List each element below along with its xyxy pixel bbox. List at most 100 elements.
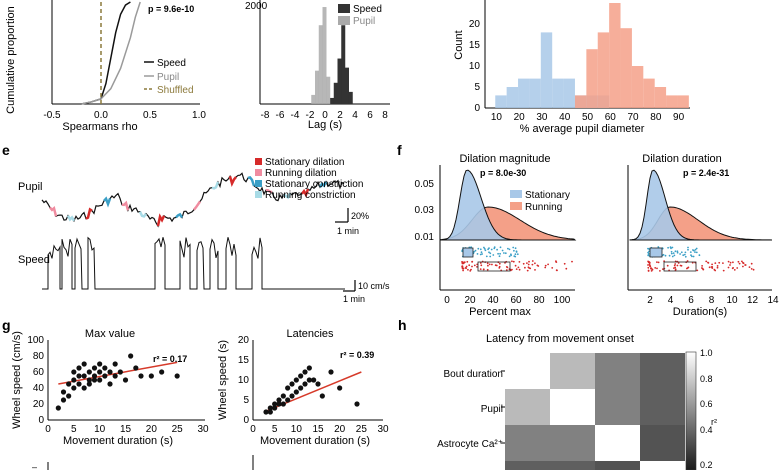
- tm-xtick: -2: [306, 110, 315, 121]
- jitter-dot: [710, 266, 713, 268]
- heatmap-cell: [550, 425, 595, 461]
- jitter-dot: [701, 265, 703, 267]
- f-ytick: 0.01: [415, 232, 435, 243]
- heatmap-cell: [550, 389, 595, 425]
- legend-shuffled: Shuffled: [157, 85, 194, 96]
- lag-bar: [326, 76, 331, 104]
- jitter-dot: [515, 268, 518, 270]
- jitter-dot: [674, 250, 677, 253]
- jitter-dot: [462, 269, 464, 272]
- jitter-dot: [480, 264, 483, 267]
- jitter-dot: [695, 247, 698, 250]
- g-xtick: 0: [45, 424, 51, 435]
- jitter-dot: [527, 263, 530, 266]
- lag-bar: [341, 25, 346, 105]
- g-xtick: 10: [94, 424, 106, 435]
- tr-xlabel: % average pupil diameter: [520, 123, 645, 135]
- jitter-dot: [647, 253, 650, 255]
- jitter-dot: [514, 253, 517, 256]
- cumulative-line-speed: [81, 1, 131, 105]
- pupil-event-segment: [247, 175, 256, 187]
- pupil-event-segment: [193, 200, 202, 211]
- jitter-dot: [729, 261, 732, 264]
- scatter-point: [97, 369, 103, 375]
- g-ytick: 60: [33, 367, 45, 378]
- legend-running-dilation: Running dilation: [265, 168, 337, 179]
- f-right-xtick: 14: [767, 295, 779, 306]
- tm-xtick: -6: [276, 110, 285, 121]
- pupil-event-segment: [283, 192, 292, 200]
- scatter-point: [55, 405, 61, 411]
- jitter-dot: [526, 269, 529, 272]
- tm-xtick: -8: [261, 110, 270, 121]
- scatter-point: [102, 365, 108, 371]
- jitter-dot: [471, 261, 473, 263]
- jitter-dot: [498, 262, 501, 265]
- jitter-dot: [485, 255, 488, 258]
- heatmap-cell: [505, 425, 550, 461]
- g-left-r2: r² = 0.17: [153, 354, 187, 364]
- tl-xtick: 0.5: [143, 110, 157, 121]
- pupil-hist-bar: [654, 87, 667, 108]
- heatmap-cell: [505, 353, 550, 389]
- panel-h-letter: h: [398, 317, 407, 333]
- jitter-dot: [488, 251, 490, 254]
- jitter-dot: [656, 261, 658, 263]
- jitter-dot: [513, 249, 515, 252]
- tr-xtick: 70: [627, 112, 639, 123]
- speed-trace-label: Speed: [18, 254, 50, 266]
- jitter-dot: [689, 251, 692, 254]
- lag-bar: [330, 97, 334, 104]
- scatter-point: [280, 393, 286, 399]
- jitter-dot: [526, 262, 528, 264]
- jitter-dot: [536, 264, 539, 267]
- legend-stationary-dilation: Stationary dilation: [265, 157, 345, 168]
- panel-e-letter: e: [2, 142, 10, 158]
- scatter-point: [267, 409, 273, 415]
- jitter-dot: [492, 254, 495, 256]
- jitter-dot: [687, 248, 689, 251]
- f-left-xtick: 60: [510, 295, 522, 306]
- h-row-label: Astrocyte Ca²⁺: [437, 439, 503, 450]
- scatter-point: [302, 369, 308, 375]
- scatter-point: [81, 373, 87, 379]
- jitter-dot: [518, 261, 521, 263]
- jitter-dot: [531, 263, 534, 266]
- g-right-r2: r² = 0.39: [340, 350, 374, 360]
- jitter-dot: [480, 251, 483, 254]
- legend-stationary-f: Stationary: [525, 190, 570, 201]
- pupil-trace-label: Pupil: [18, 181, 42, 193]
- scatter-point: [263, 409, 269, 415]
- jitter-dot: [722, 269, 725, 272]
- tr-xtick: 40: [559, 112, 571, 123]
- jitter-dot: [515, 251, 518, 253]
- scatter-point: [289, 393, 295, 399]
- g-xtick: 30: [377, 424, 389, 435]
- jitter-dot: [479, 248, 482, 251]
- jitter-dot: [647, 264, 649, 266]
- jitter-dot: [657, 261, 660, 264]
- jitter-dot: [469, 270, 472, 272]
- jitter-dot: [682, 254, 685, 257]
- jitter-dot: [729, 264, 731, 266]
- g-right-ylabel: Wheel speed (s): [217, 340, 229, 420]
- jitter-dot: [737, 260, 740, 263]
- g-xtick: 0: [250, 424, 256, 435]
- tr-xtick: 80: [650, 112, 662, 123]
- tr-xtick: 30: [536, 112, 548, 123]
- scatter-point: [293, 377, 299, 383]
- top-left-panel: Cumulative proportion p = 9.6e-10 Speed …: [5, 0, 206, 133]
- jitter-dot: [534, 269, 536, 271]
- pupil-hist-bar: [574, 95, 587, 108]
- tm-ytick: 2000: [245, 1, 268, 12]
- jitter-dot: [494, 264, 497, 267]
- jitter-dot: [716, 265, 719, 267]
- jitter-dot: [504, 262, 506, 264]
- jitter-dot: [571, 260, 573, 263]
- f-right-xtick: 12: [747, 295, 759, 306]
- jitter-dot: [511, 268, 513, 271]
- jitter-dot: [489, 252, 492, 255]
- jitter-dot: [741, 260, 743, 263]
- scatter-point: [122, 377, 129, 383]
